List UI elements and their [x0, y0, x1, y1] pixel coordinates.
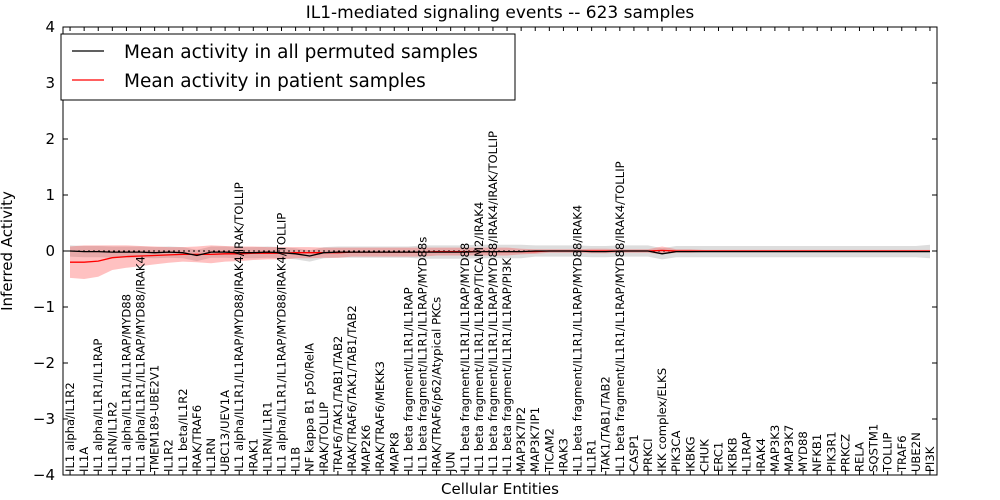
y-tick-label: 4: [45, 18, 55, 36]
category-label: IL1RN/IL1R2: [105, 401, 119, 472]
legend-box: [60, 33, 516, 101]
category-label: IL1RAP: [740, 432, 754, 472]
series-lines: [69, 249, 930, 263]
category-label: IL1RN: [204, 438, 218, 472]
series-line-permuted: [69, 250, 930, 257]
y-tick-label: 2: [45, 130, 55, 148]
category-label: SQSTM1: [867, 424, 881, 472]
category-label: IL1 alpha/IL1R1/IL1RAP/MYD88/IRAK4/TOLLI…: [275, 213, 289, 472]
category-label: IL1 alpha/IL1R1/IL1RAP/MYD88/IRAK4: [134, 256, 148, 472]
category-label: PIK3R1: [824, 431, 838, 472]
category-label: IL1B: [289, 447, 303, 472]
category-label: TRAF6/TAK1/TAB1/TAB2: [331, 336, 345, 473]
category-label: IRAK1: [246, 438, 260, 472]
category-label: IL1 beta fragment/IL1R1/IL1RAP/PI3K: [500, 258, 514, 472]
category-label: UBC13/UEV1A: [218, 390, 232, 472]
category-label: TAK1/TAB1/TAB2: [599, 376, 613, 473]
category-label: IL1 alpha/IL1R1/IL1RAP/MYD88: [119, 294, 133, 472]
category-label: IL1 beta fragment/IL1R1/IL1RAP/TICAM2/IR…: [472, 202, 486, 472]
legend: Mean activity in all permuted samples Me…: [60, 33, 516, 101]
category-label: IL1R1: [585, 439, 599, 472]
category-label: IL1 beta fragment/IL1R1/IL1RAP/MYD88: [458, 243, 472, 472]
category-label: IRAK/TRAF6: [190, 405, 204, 472]
category-label: MAP3K7IP1: [528, 407, 542, 472]
category-label: RELA: [853, 442, 867, 472]
category-label: IRAK4: [754, 438, 768, 472]
y-tick-label: 3: [45, 74, 55, 92]
y-tick-label: −2: [33, 354, 55, 372]
category-label: TMEM189-UBE2V1: [148, 365, 162, 473]
category-label: TRAF6: [895, 435, 909, 473]
category-label: PRKCZ: [838, 434, 852, 472]
category-label: MAP3K7: [782, 425, 796, 472]
axis-ticks: −4 −3 −2 −1 0 1 2 3 4: [33, 18, 937, 484]
x-axis-label: Cellular Entities: [441, 480, 559, 498]
category-label: IL1R2: [162, 439, 176, 472]
legend-label-patient: Mean activity in patient samples: [124, 71, 426, 92]
category-label: IL1 beta fragment/IL1R1/IL1RAP/MYD88/IRA…: [571, 205, 585, 472]
band-patient: [70, 245, 930, 279]
confidence-bands: [70, 244, 930, 279]
category-label: MAP3K3: [768, 425, 782, 472]
category-label: IRAK/TOLLIP: [317, 402, 331, 472]
category-label: IL1A: [77, 447, 91, 472]
category-label: PIK3CA: [669, 431, 683, 472]
category-label: PRKCI: [641, 438, 655, 472]
y-tick-label: 1: [45, 186, 55, 204]
category-label: IRAK3: [556, 438, 570, 472]
category-labels: IL1 alpha/IL1R2 IL1A IL1 alpha/IL1R1/IL1RA…: [63, 131, 937, 473]
category-label: NF kappa B1 p50/RelA: [303, 343, 317, 472]
category-label: IKK complex/ELKS: [655, 368, 669, 472]
category-label: IRAK/TRAF6/TAK1/TAB1/TAB2: [345, 305, 359, 472]
category-label: IRAK/TRAF6/MEKK3: [373, 361, 387, 472]
category-label: IL1 beta fragment/IL1R1/IL1RAP: [401, 287, 415, 472]
category-label: TICAM2: [542, 428, 556, 473]
category-label: NFKB1: [810, 434, 824, 472]
y-tick-label: −1: [33, 298, 55, 316]
category-label: MAPK8: [387, 432, 401, 472]
chart-title: IL1-mediated signaling events -- 623 sam…: [306, 3, 695, 23]
category-label: CASP1: [627, 434, 641, 472]
band-permuted: [70, 244, 930, 262]
category-label: UBE2N: [909, 432, 923, 472]
category-label: IL1RN/IL1R1: [260, 401, 274, 472]
category-label: MAP3K7IP2: [514, 407, 528, 472]
y-tick-label: −3: [33, 410, 55, 428]
category-label: TOLLIP: [881, 432, 895, 473]
category-label: IRAK/TRAF6/p62/Atypical PKCs: [430, 297, 444, 472]
category-label: JUN: [444, 451, 458, 473]
legend-label-permuted: Mean activity in all permuted samples: [124, 42, 478, 63]
category-label: MYD88: [796, 431, 810, 472]
y-axis-label: Inferred Activity: [0, 191, 16, 311]
category-label: IL1 beta/IL1R2: [176, 388, 190, 472]
y-tick-label: −4: [33, 466, 55, 484]
category-label: IL1 beta fragment/IL1R1/IL1RAP/MYD88s: [416, 237, 430, 472]
category-label: MAP2K6: [359, 425, 373, 472]
category-label: IKBKG: [683, 436, 697, 472]
category-label: CHUK: [697, 439, 711, 472]
category-label: IL1 beta fragment/IL1R1/IL1RAP/MYD88/IRA…: [486, 131, 500, 472]
category-label: PI3K: [923, 446, 937, 472]
category-label: IKBKB: [726, 437, 740, 472]
y-tick-label: 0: [45, 242, 55, 260]
plot-frame: [62, 26, 938, 476]
category-label: ERC1: [712, 442, 726, 472]
category-label: IL1 alpha/IL1R1/IL1RAP: [91, 339, 105, 472]
category-label: IL1 alpha/IL1R1/IL1RAP/MYD88/IRAK4/IRAK/…: [232, 182, 246, 472]
category-label: IL1 beta fragment/IL1R1/IL1RAP/MYD88/IRA…: [613, 161, 627, 472]
category-label: IL1 alpha/IL1R2: [63, 382, 77, 472]
